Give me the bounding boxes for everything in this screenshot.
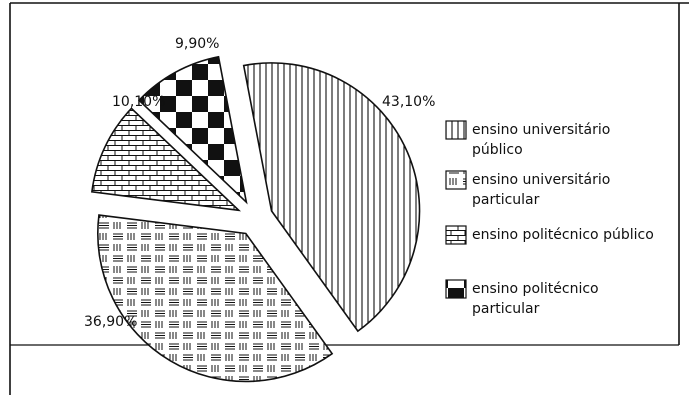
pie-slice-ensino-politecnico-publico bbox=[90, 107, 242, 212]
slice-percent-label: 36,90% bbox=[84, 314, 137, 330]
slice-percent-label: 10,10% bbox=[112, 94, 165, 110]
legend-label: ensino universitário bbox=[472, 122, 610, 138]
legend-label: particular bbox=[472, 192, 540, 208]
legend-label: ensino politécnico bbox=[472, 281, 599, 297]
pie-slice-ensino-politecnico-particular bbox=[137, 55, 248, 205]
slice-percent-label: 9,90% bbox=[175, 36, 219, 52]
legend-swatch bbox=[445, 279, 467, 299]
legend-swatch bbox=[445, 120, 467, 140]
legend-swatch bbox=[445, 225, 467, 245]
legend: ensino universitário público ensino univer… bbox=[445, 120, 654, 317]
legend-swatch bbox=[445, 170, 467, 190]
legend-label: ensino universitário bbox=[472, 172, 610, 188]
legend-label: público bbox=[472, 142, 523, 158]
pie-slice-ensino-universitario-particular bbox=[97, 214, 334, 383]
pie-slice-ensino-universitario-publico bbox=[242, 62, 421, 333]
legend-label: particular bbox=[472, 301, 540, 317]
slice-percent-label: 43,10% bbox=[382, 94, 435, 110]
legend-label: ensino politécnico público bbox=[472, 227, 654, 243]
